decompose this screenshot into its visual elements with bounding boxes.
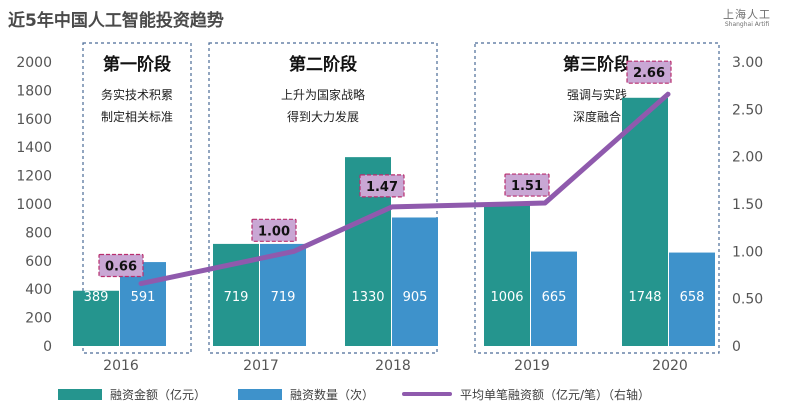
legend-label-average: 平均单笔融资额（亿元/笔）（右轴） <box>460 387 651 402</box>
right-tick-label: 0 <box>732 339 741 355</box>
right-tick-label: 2.50 <box>732 102 763 118</box>
left-tick-label: 600 <box>25 254 52 270</box>
amount-bar <box>484 203 530 346</box>
amount-bar-label: 719 <box>224 290 249 305</box>
average-label-box <box>98 253 144 278</box>
brand-name-en: Shanghai Artifi <box>724 21 770 28</box>
legend-swatch-count <box>238 388 282 400</box>
legend-item-average: 平均单笔融资额（亿元/笔）（右轴） <box>402 385 650 403</box>
stage-box-2 <box>208 42 438 354</box>
stage-desc-3-2: 深度融合 <box>573 109 621 124</box>
average-label-box <box>359 174 405 198</box>
stage-title-2: 第二阶段 <box>289 54 357 75</box>
x-axis-year-labels: 2016 2017 2018 2019 2020 <box>103 358 688 374</box>
stage-title-3: 第三阶段 <box>563 54 631 75</box>
right-tick-label: 1.00 <box>732 244 763 260</box>
right-tick-label: 3.00 <box>732 55 763 71</box>
stage-box-3 <box>474 42 720 354</box>
legend-label-count: 融资数量（次） <box>290 387 375 402</box>
average-label: 1.51 <box>511 179 543 194</box>
count-bar <box>531 251 577 346</box>
count-bar <box>260 243 306 346</box>
left-tick-label: 1400 <box>16 140 52 156</box>
count-bar <box>392 217 438 346</box>
amount-bar-label: 1330 <box>351 290 384 305</box>
count-bar-label: 719 <box>271 290 296 305</box>
right-tick-label: 2.00 <box>732 150 763 166</box>
stage-desc-2-1: 上升为国家战略 <box>281 87 365 102</box>
right-axis-ticks: 0 0.50 1.00 1.50 2.00 2.50 3.00 <box>732 55 763 355</box>
brand-name-cn: 上海人工 <box>723 8 771 21</box>
left-tick-label: 1000 <box>16 197 52 213</box>
stage-desc-3-1: 强调与实践 <box>567 87 627 102</box>
year-label: 2016 <box>103 358 139 374</box>
year-label: 2019 <box>514 358 550 374</box>
stage-desc-2-2: 得到大力发展 <box>287 109 359 124</box>
stage-box-1 <box>82 42 192 354</box>
left-tick-label: 200 <box>25 311 52 327</box>
left-axis-ticks: 0 200 400 600 800 1000 1200 1400 1600 1800 2000 <box>16 55 52 355</box>
average-label: 0.66 <box>105 260 137 275</box>
year-label: 2020 <box>652 358 688 374</box>
year-label: 2018 <box>375 358 411 374</box>
bar-series <box>73 97 715 346</box>
stage-desc-1-2: 制定相关标准 <box>101 109 173 124</box>
right-tick-label: 1.50 <box>732 197 763 213</box>
left-tick-label: 1200 <box>16 169 52 185</box>
amount-bar <box>73 290 119 346</box>
average-label: 2.66 <box>633 66 665 81</box>
bar-value-labels: 389 719 1330 1006 1748 591 719 905 665 658 <box>84 290 705 305</box>
year-label: 2017 <box>243 358 279 374</box>
average-label-box <box>504 173 550 197</box>
legend-item-count: 融资数量（次） <box>238 385 374 403</box>
count-bar-label: 658 <box>680 290 705 305</box>
count-bar-label: 665 <box>542 290 567 305</box>
amount-bar-label: 1006 <box>490 290 523 305</box>
average-label: 1.00 <box>258 224 290 239</box>
left-tick-label: 0 <box>43 339 52 355</box>
left-tick-label: 2000 <box>16 55 52 71</box>
amount-bar <box>622 97 668 346</box>
legend-swatch-average <box>402 392 452 396</box>
right-tick-label: 0.50 <box>732 292 763 308</box>
amount-bar-label: 1748 <box>628 290 661 305</box>
average-line-labels: 0.66 1.00 1.47 1.51 2.66 <box>98 60 672 278</box>
left-tick-label: 1600 <box>16 112 52 128</box>
amount-bar-label: 389 <box>84 290 109 305</box>
stage-desc-1-1: 务实技术积累 <box>101 87 173 102</box>
average-label-box <box>251 218 297 242</box>
average-line-series <box>138 91 671 287</box>
count-bar-label: 591 <box>131 290 156 305</box>
count-bar <box>669 252 715 346</box>
legend-item-amount: 融资金额（亿元） <box>58 385 206 403</box>
count-bar-label: 905 <box>403 290 428 305</box>
average-label: 1.47 <box>366 180 398 195</box>
stage-title-1: 第一阶段 <box>103 54 171 75</box>
left-tick-label: 400 <box>25 282 52 298</box>
average-line <box>138 91 671 287</box>
brand-logo: 上海人工 Shanghai Artifi <box>723 8 771 29</box>
legend-swatch-amount <box>58 388 102 400</box>
chart-title: 近5年中国人工智能投资趋势 <box>8 11 224 31</box>
average-label-box <box>626 60 672 84</box>
left-tick-label: 800 <box>25 225 52 241</box>
legend-label-amount: 融资金额（亿元） <box>110 387 207 402</box>
left-tick-label: 1800 <box>16 83 52 99</box>
